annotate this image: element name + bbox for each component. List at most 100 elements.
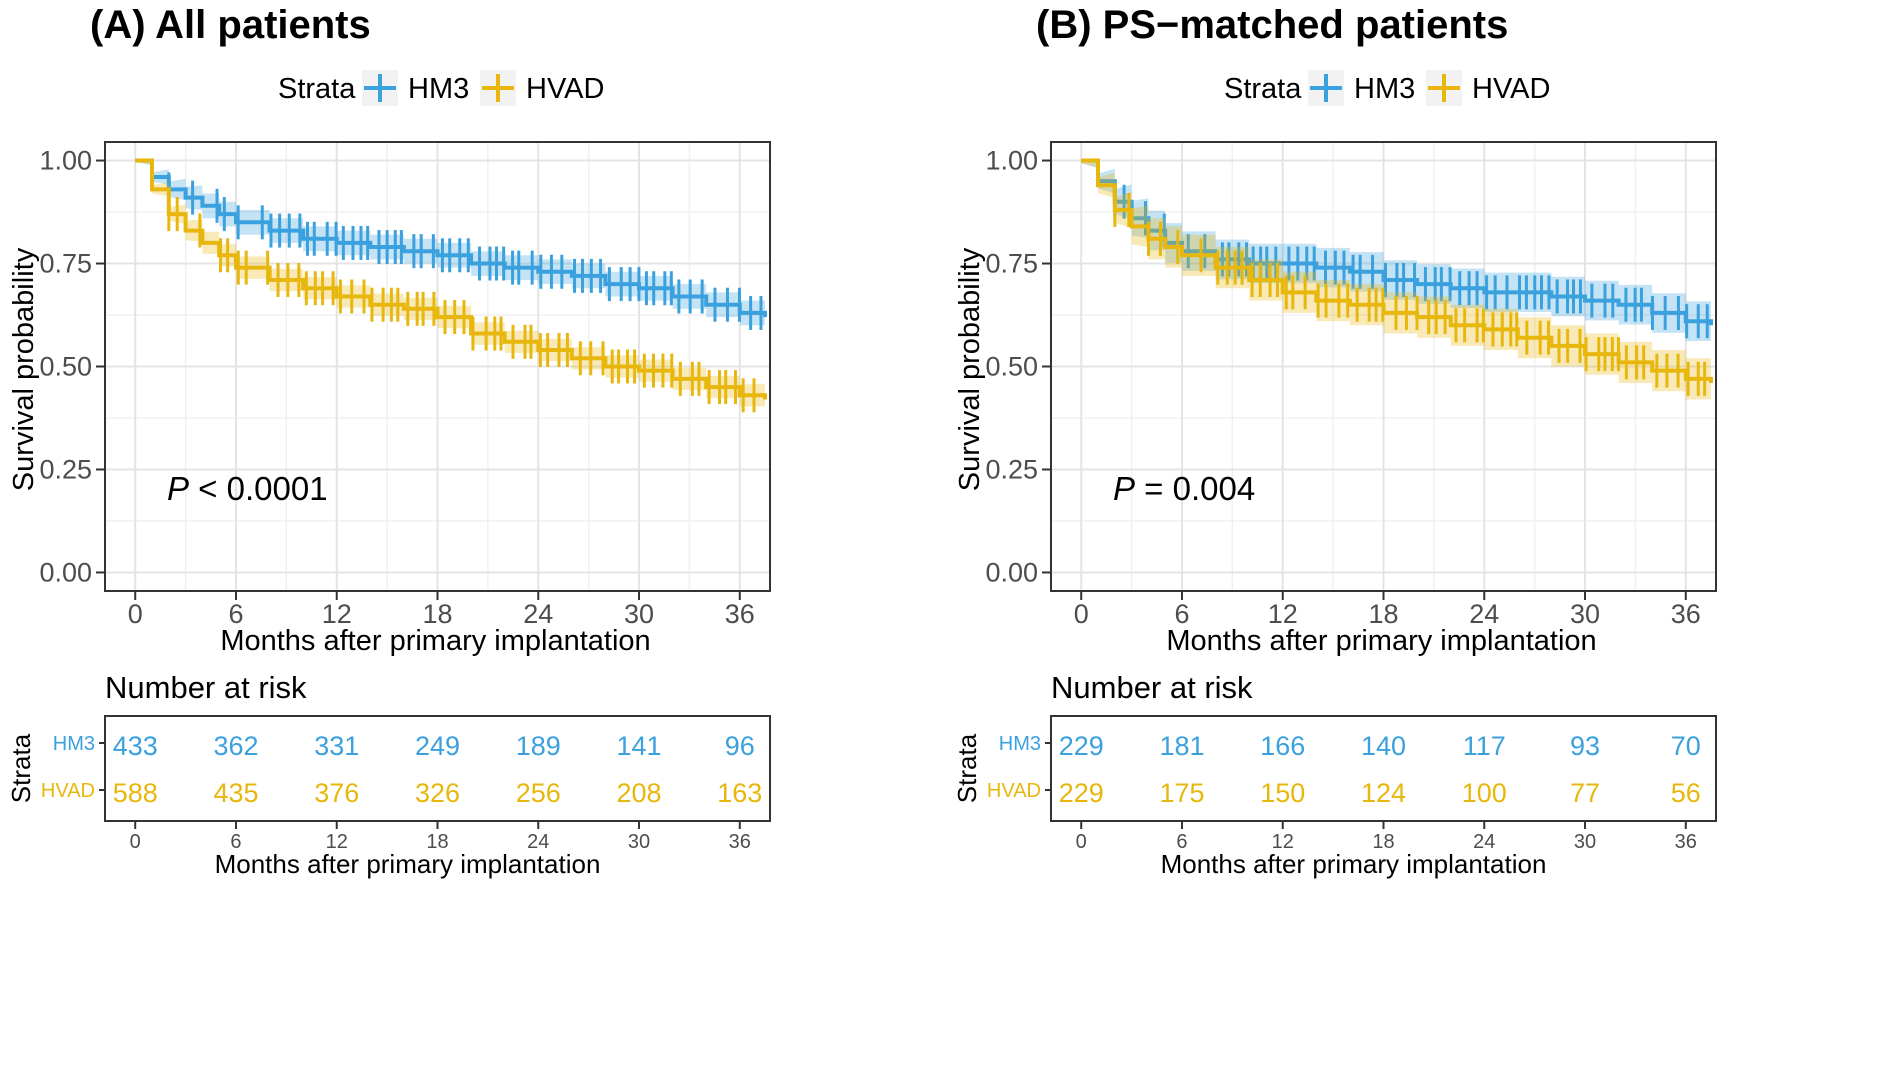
x-tick-label: 12 [1268, 599, 1298, 629]
risk-x-tick-label: 0 [130, 831, 141, 853]
risk-count: 124 [1361, 778, 1406, 808]
risk-table-border [1050, 715, 1717, 822]
x-tick-label: 12 [322, 599, 352, 629]
series-hm3 [135, 158, 767, 330]
risk-count: 181 [1159, 731, 1204, 761]
risk-count: 93 [1570, 731, 1600, 761]
risk-count: 189 [516, 731, 561, 761]
legend-label-hm3: HM3 [408, 73, 469, 105]
y-tick-label: 0.75 [985, 249, 1038, 279]
risk-x-tick-label: 0 [1076, 831, 1087, 853]
survival-line-hvad [135, 158, 767, 400]
risk-count: 256 [516, 778, 561, 808]
x-tick-label: 36 [725, 599, 755, 629]
y-tick-label: 1.00 [985, 146, 1038, 176]
risk-row-label-hvad: HVAD [41, 780, 95, 802]
risk-count: 326 [415, 778, 460, 808]
risk-row-label-hvad: HVAD [987, 780, 1041, 802]
risk-count: 433 [113, 731, 158, 761]
legend-label-hvad: HVAD [526, 73, 604, 105]
risk-count: 56 [1671, 778, 1701, 808]
ci-band-hvad [1081, 160, 1711, 404]
y-tick-label: 0.25 [39, 454, 92, 484]
panel-a: (A) All patients Strata HM3 HVAD 0 6 12 18 24 30 3… [6, 3, 771, 879]
risk-count: 117 [1463, 731, 1506, 761]
p-value-text: = 0.004 [1135, 470, 1255, 507]
survival-line-hm3 [1081, 158, 1713, 326]
y-tick-label: 0.50 [39, 352, 92, 382]
x-tick-label: 30 [1570, 599, 1600, 629]
series-hvad [135, 158, 767, 413]
risk-table-title: Number at risk [1051, 670, 1253, 705]
risk-row-label-hm3: HM3 [999, 733, 1041, 755]
y-axis-title: Survival probability [8, 247, 40, 491]
risk-x-tick-label: 30 [1574, 831, 1596, 853]
series-hvad [1081, 158, 1713, 404]
risk-x-tick-label: 24 [527, 831, 549, 853]
risk-count: 175 [1159, 778, 1204, 808]
survival-line-hm3 [135, 158, 767, 318]
x-tick-label: 24 [1469, 599, 1499, 629]
panel-b: (B) PS−matched patients Strata HM3 HVAD 0 6 12… [952, 3, 1717, 879]
x-tick-label: 6 [228, 599, 243, 629]
x-axis-title: Months after primary implantation [1166, 625, 1596, 657]
risk-table: Number at risk HM3 433 362 331 249 189 141 96 HVA… [6, 670, 771, 879]
risk-x-tick-label: 12 [1272, 831, 1294, 853]
risk-x-tick-label: 36 [1675, 831, 1697, 853]
risk-x-tick-label: 6 [1176, 831, 1187, 853]
p-value-annotation: P = 0.004 [1113, 470, 1255, 507]
risk-count: 141 [616, 731, 661, 761]
risk-count: 376 [314, 778, 359, 808]
risk-x-tick-label: 18 [426, 831, 448, 853]
y-tick-label: 0.00 [985, 557, 1038, 587]
y-axis-title: Survival probability [954, 247, 986, 491]
legend-title: Strata [1224, 73, 1302, 105]
risk-count: 77 [1570, 778, 1600, 808]
x-tick-label: 18 [422, 599, 452, 629]
panel-title: (A) All patients [90, 3, 371, 47]
risk-x-axis-title: Months after primary implantation [1161, 849, 1547, 879]
risk-y-axis-title: Strata [952, 733, 982, 803]
p-value-text: < 0.0001 [189, 470, 328, 507]
risk-x-axis-title: Months after primary implantation [215, 849, 601, 879]
risk-count: 588 [113, 778, 158, 808]
risk-count: 150 [1260, 778, 1305, 808]
risk-y-axis-title: Strata [6, 733, 36, 803]
y-tick-label: 0.75 [39, 249, 92, 279]
risk-x-tick-label: 12 [326, 831, 348, 853]
risk-table-border [104, 715, 771, 822]
x-tick-label: 24 [523, 599, 553, 629]
risk-count: 208 [616, 778, 661, 808]
risk-table: Number at risk HM3 229 181 166 140 117 93 70 HVAD… [952, 670, 1717, 879]
ci-band-hm3 [1081, 160, 1711, 346]
y-tick-label: 0.00 [39, 557, 92, 587]
risk-x-tick-label: 6 [230, 831, 241, 853]
risk-count: 100 [1462, 778, 1507, 808]
risk-x-tick-label: 36 [729, 831, 751, 853]
y-tick-label: 0.50 [985, 352, 1038, 382]
legend: Strata HM3 HVAD [1224, 70, 1550, 106]
risk-count: 229 [1059, 778, 1104, 808]
risk-count: 140 [1361, 731, 1406, 761]
p-value-annotation: P < 0.0001 [167, 470, 328, 507]
risk-count: 435 [213, 778, 258, 808]
p-value-symbol: P [167, 470, 189, 507]
risk-table-title: Number at risk [105, 670, 307, 705]
panel-title: (B) PS−matched patients [1036, 3, 1508, 47]
risk-count: 96 [725, 731, 755, 761]
x-tick-label: 36 [1671, 599, 1701, 629]
risk-row-label-hm3: HM3 [53, 733, 95, 755]
risk-count: 249 [415, 731, 460, 761]
risk-x-tick-label: 30 [628, 831, 650, 853]
risk-count: 362 [213, 731, 258, 761]
x-tick-label: 30 [624, 599, 654, 629]
y-tick-label: 1.00 [39, 146, 92, 176]
risk-count: 70 [1671, 731, 1701, 761]
x-tick-label: 0 [1074, 599, 1089, 629]
legend-label-hm3: HM3 [1354, 73, 1415, 105]
series-hm3 [1081, 158, 1713, 346]
x-tick-label: 6 [1174, 599, 1189, 629]
risk-x-tick-label: 24 [1473, 831, 1495, 853]
risk-count: 331 [314, 731, 359, 761]
